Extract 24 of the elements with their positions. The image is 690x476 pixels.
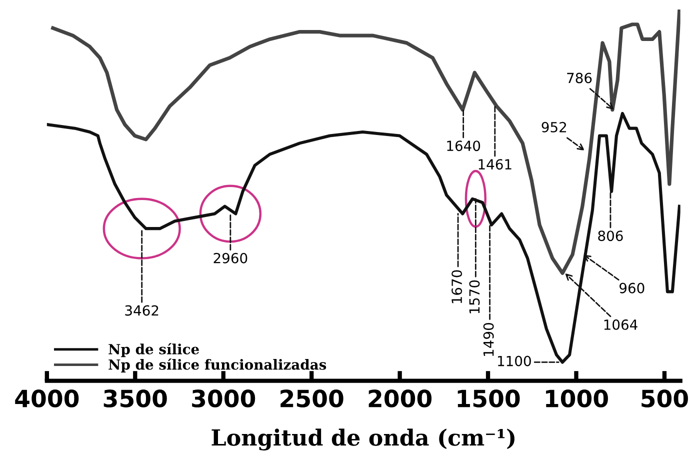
annotation: 1570 [469,280,480,314]
x-tick-label: 1500 [458,390,520,408]
x-tick-label: 4000 [15,390,79,408]
annotation: 1064 [604,319,638,330]
annotation: 2960 [214,252,248,264]
annotation: 1640 [447,140,480,152]
annotation: 1461 [478,159,512,170]
legend-label: Np de sílice funcionalizadas [108,358,326,372]
annotation: 3462 [125,305,158,316]
annotation: 960 [620,282,644,294]
annotation: 806 [598,230,623,242]
x-tick-label: 2500 [280,390,344,408]
x-tick-label: 3000 [192,390,256,408]
x-tick-label: 500 [642,390,688,408]
annotation: 1670 [452,270,462,304]
x-tick-label: 3500 [104,390,167,408]
x-axis-title: Longitud de onda (cm⁻¹) [212,428,514,450]
x-tick-label: 1000 [546,390,608,408]
annotation: 786 [567,72,592,84]
legend-label: Np de sílice [108,343,199,358]
x-tick-label: 2000 [368,390,432,408]
annotation: 1100 [498,356,531,366]
annotation: 952 [542,122,566,132]
annotation: 1490 [483,323,494,356]
